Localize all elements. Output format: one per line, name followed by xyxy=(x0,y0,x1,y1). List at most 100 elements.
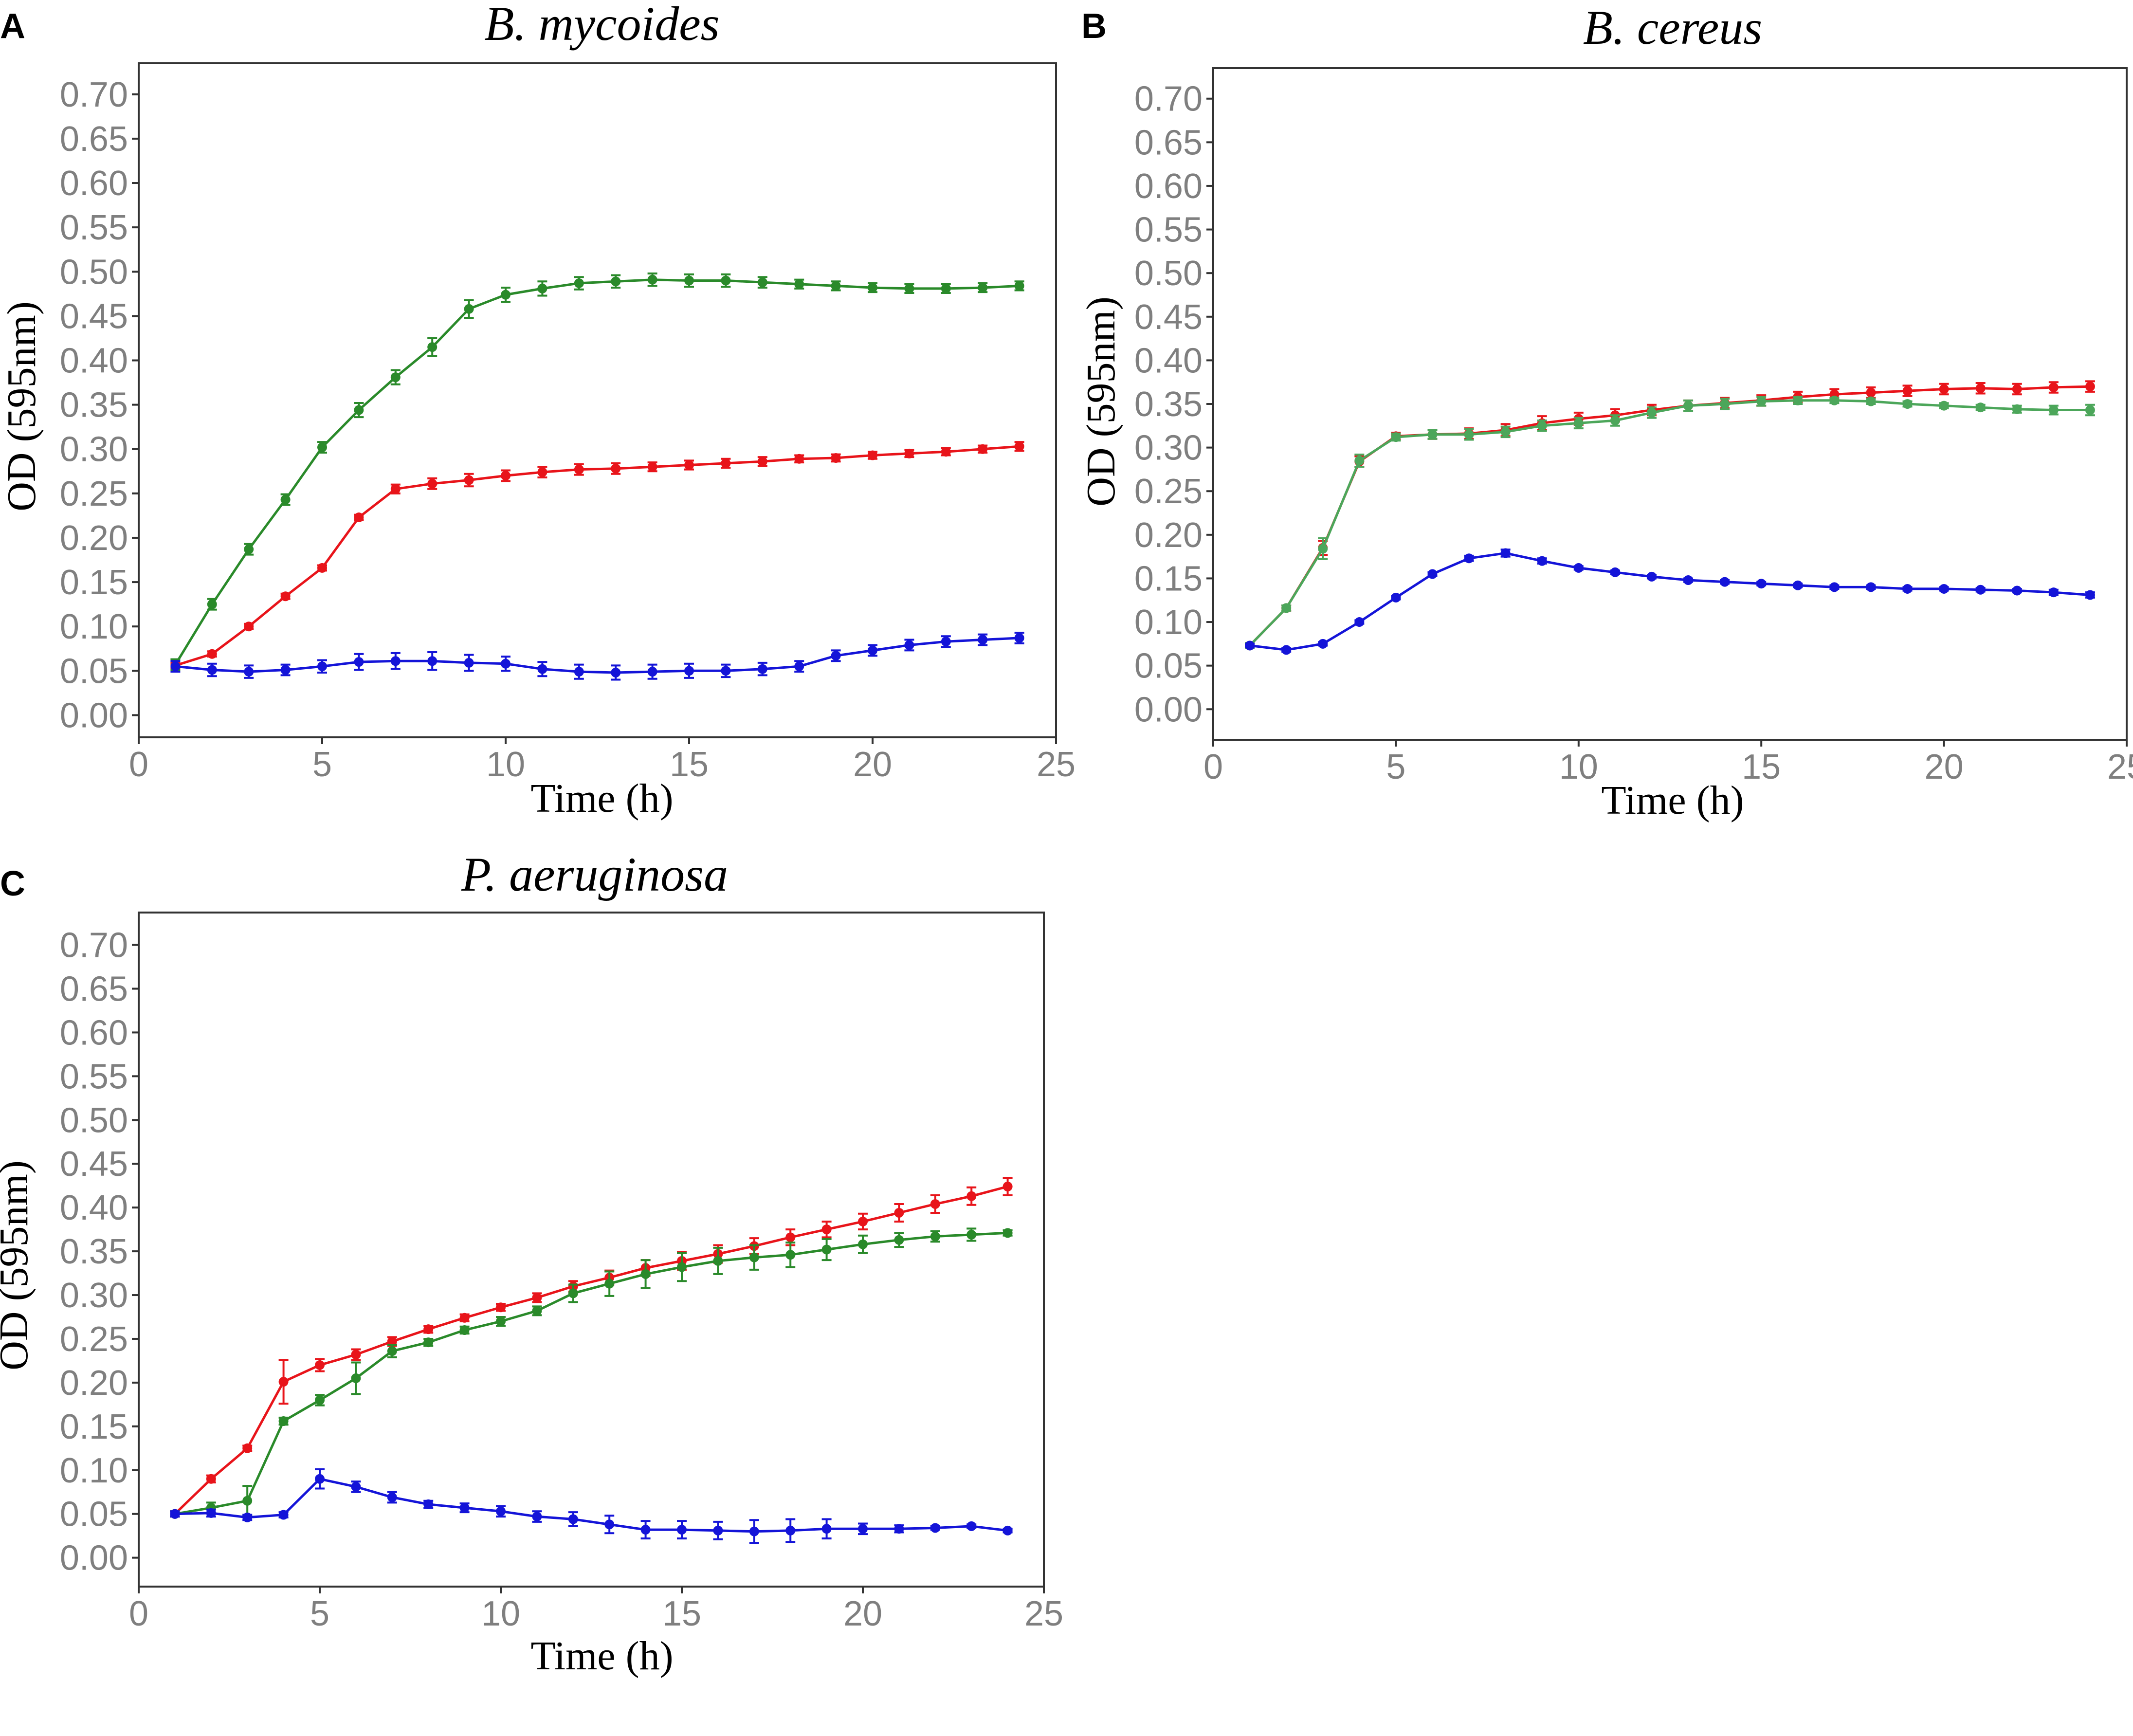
data-point-blue xyxy=(1573,563,1584,573)
data-point-blue xyxy=(1500,548,1511,558)
data-point-green xyxy=(387,1346,397,1356)
data-point-green xyxy=(537,283,547,293)
data-point-red xyxy=(858,1216,868,1226)
data-point-green xyxy=(684,275,694,286)
data-point-blue xyxy=(721,666,731,676)
data-point-green xyxy=(1902,399,1913,409)
x-tick-label-a: 15 xyxy=(670,745,709,784)
y-tick-label-b: 0.70 xyxy=(1134,80,1203,119)
data-point-blue xyxy=(1610,567,1620,577)
data-point-green xyxy=(1318,544,1328,554)
data-point-red xyxy=(1866,387,1876,398)
y-tick-label-b: 0.00 xyxy=(1134,690,1203,729)
panel-letter-a: A xyxy=(0,7,25,46)
data-point-green xyxy=(464,304,474,314)
y-tick-label-b: 0.45 xyxy=(1134,298,1203,337)
x-axis-c: 0 5 10 15 20 25 xyxy=(129,1587,1063,1633)
data-point-red xyxy=(904,448,914,458)
data-point-red xyxy=(966,1191,977,1201)
data-point-red xyxy=(207,649,217,659)
data-point-green xyxy=(930,1231,940,1242)
data-point-blue xyxy=(794,661,804,672)
plot-frame-b xyxy=(1212,67,2128,741)
data-point-green xyxy=(966,1229,977,1240)
y-tick-label-c: 0.45 xyxy=(60,1145,128,1184)
data-point-green xyxy=(1573,418,1584,428)
y-tick-label-b: 0.15 xyxy=(1134,559,1203,598)
data-point-blue xyxy=(459,1503,470,1513)
y-tick-label-b: 0.35 xyxy=(1134,385,1203,424)
data-point-green xyxy=(1939,401,1949,411)
data-point-red xyxy=(354,512,364,523)
data-point-green xyxy=(1756,396,1767,406)
y-tick-label-c: 0.20 xyxy=(60,1364,128,1403)
data-point-blue xyxy=(604,1519,615,1530)
y-tick-label-b: 0.25 xyxy=(1134,472,1203,511)
data-point-blue xyxy=(749,1526,759,1536)
data-point-blue xyxy=(1427,569,1438,579)
data-point-blue xyxy=(1281,645,1292,655)
data-point-red xyxy=(1014,441,1024,452)
y-tick-label-c: 0.65 xyxy=(60,969,128,1008)
data-point-blue xyxy=(1866,582,1876,592)
data-point-blue xyxy=(170,661,181,672)
data-point-green xyxy=(1537,420,1547,431)
data-point-green xyxy=(941,283,951,293)
data-point-green xyxy=(1003,1228,1013,1238)
y-tick-label-c: 0.00 xyxy=(60,1539,128,1578)
data-point-red xyxy=(537,467,547,477)
data-point-green xyxy=(423,1337,434,1348)
data-point-blue xyxy=(647,667,657,677)
plot-area-a xyxy=(170,272,1024,681)
y-tick-label-b: 0.50 xyxy=(1134,254,1203,293)
data-point-green xyxy=(677,1262,687,1272)
data-point-red xyxy=(930,1199,940,1209)
x-tick-label-c: 0 xyxy=(129,1594,148,1633)
data-point-green xyxy=(1975,402,1986,413)
data-point-blue xyxy=(2085,590,2095,600)
x-tick-label-c: 20 xyxy=(843,1594,882,1633)
data-point-green xyxy=(568,1288,578,1298)
data-point-red xyxy=(387,1336,397,1347)
data-point-blue xyxy=(757,664,767,674)
data-point-red xyxy=(574,464,584,475)
plot-area-b xyxy=(1245,380,2095,655)
data-point-green xyxy=(1610,416,1620,426)
y-tick-label-b: 0.55 xyxy=(1134,211,1203,250)
series-blue-c xyxy=(170,1468,1013,1544)
data-point-blue xyxy=(930,1523,940,1533)
data-point-red xyxy=(941,447,951,457)
y-tick-label-a: 0.05 xyxy=(60,652,128,691)
series-green-a xyxy=(170,272,1024,671)
data-point-red xyxy=(1975,383,1986,393)
y-tick-label-c: 0.50 xyxy=(60,1101,128,1140)
data-point-blue xyxy=(978,635,988,645)
data-point-blue xyxy=(464,658,474,668)
data-point-blue xyxy=(537,664,547,674)
data-point-green xyxy=(1427,429,1438,439)
data-point-green xyxy=(821,1244,832,1255)
data-point-red xyxy=(280,591,291,602)
data-point-red xyxy=(206,1474,216,1484)
data-point-red xyxy=(1902,386,1913,396)
data-point-green xyxy=(1866,396,1876,406)
data-point-red xyxy=(785,1232,796,1243)
data-point-green xyxy=(1464,429,1474,439)
data-point-green xyxy=(390,372,401,383)
data-point-blue xyxy=(207,665,217,675)
data-point-green xyxy=(604,1279,615,1289)
data-point-blue xyxy=(1646,571,1657,582)
data-point-blue xyxy=(894,1524,904,1534)
x-tick-label-c: 10 xyxy=(481,1594,520,1633)
y-axis-c: 0.00 0.05 0.10 0.15 0.20 0.25 0.30 0.35 0.40 0.45… xyxy=(60,926,139,1578)
y-tick-label-c: 0.25 xyxy=(60,1320,128,1359)
data-point-blue xyxy=(1537,556,1547,566)
data-point-red xyxy=(757,457,767,467)
data-point-green xyxy=(831,281,841,291)
y-tick-label-a: 0.45 xyxy=(60,297,128,336)
data-point-blue xyxy=(390,656,401,666)
data-point-blue xyxy=(611,667,621,677)
x-tick-label-c: 15 xyxy=(662,1594,701,1633)
data-point-green xyxy=(858,1239,868,1249)
